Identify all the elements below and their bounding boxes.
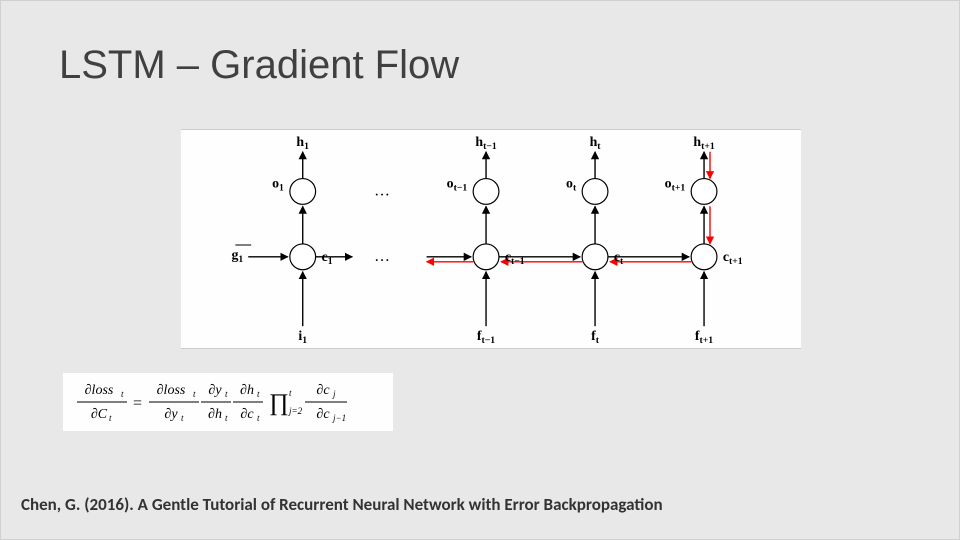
lstm-gradient-diagram: g1 h1 o1 c1 i1 ht−1 ot−1 ct−1 ft−1 ht ot ct ft ht+1 ot… xyxy=(181,129,801,349)
svg-text:ht+1: ht+1 xyxy=(693,135,714,152)
svg-text:t: t xyxy=(109,413,112,423)
svg-text:ct+1: ct+1 xyxy=(723,250,743,267)
svg-text:h1: h1 xyxy=(296,135,309,152)
svg-text:∂c: ∂c xyxy=(240,407,254,422)
svg-text:ht: ht xyxy=(590,135,602,152)
svg-text:∂h: ∂h xyxy=(240,383,254,398)
svg-text:…: … xyxy=(374,248,390,265)
svg-text:∂C: ∂C xyxy=(91,407,108,422)
gradient-equation: ∂losst∂Ct=∂losst∂yt∂yt∂ht∂ht∂ct∏j=2t∂cj∂… xyxy=(63,373,393,431)
svg-text:∂c: ∂c xyxy=(316,383,330,398)
svg-text:t: t xyxy=(121,389,124,399)
svg-text:∂h: ∂h xyxy=(208,407,222,422)
svg-text:∂loss: ∂loss xyxy=(85,383,114,398)
svg-text:ct: ct xyxy=(614,250,624,267)
diagram-svg: g1 h1 o1 c1 i1 ht−1 ot−1 ct−1 ft−1 ht ot ct ft ht+1 ot… xyxy=(181,130,801,348)
svg-text:ot+1: ot+1 xyxy=(665,176,686,193)
svg-text:ot−1: ot−1 xyxy=(447,176,468,193)
svg-text:ft+1: ft+1 xyxy=(695,329,713,346)
citation-text: Chen, G. (2016). A Gentle Tutorial of Re… xyxy=(21,494,663,515)
svg-text:t: t xyxy=(225,413,228,423)
svg-text:=: = xyxy=(133,395,142,412)
svg-text:t: t xyxy=(289,388,292,398)
equation-svg: ∂losst∂Ct=∂losst∂yt∂yt∂ht∂ht∂ct∏j=2t∂cj∂… xyxy=(73,378,383,426)
svg-text:∂y: ∂y xyxy=(208,383,222,398)
svg-text:t: t xyxy=(225,389,228,399)
svg-text:ct−1: ct−1 xyxy=(505,250,525,267)
svg-text:g1: g1 xyxy=(231,248,243,265)
svg-text:c1: c1 xyxy=(322,250,333,267)
slide-title: LSTM – Gradient Flow xyxy=(59,43,459,88)
svg-text:…: … xyxy=(374,182,390,199)
svg-text:∂y: ∂y xyxy=(164,407,178,422)
svg-text:t: t xyxy=(257,413,260,423)
svg-text:t: t xyxy=(193,389,196,399)
svg-text:ht−1: ht−1 xyxy=(475,135,496,152)
svg-text:ft−1: ft−1 xyxy=(477,329,495,346)
svg-text:t: t xyxy=(257,389,260,399)
svg-text:∏: ∏ xyxy=(269,390,289,416)
svg-text:ft: ft xyxy=(591,329,600,346)
svg-text:j: j xyxy=(332,389,336,399)
svg-text:∂loss: ∂loss xyxy=(157,383,186,398)
svg-text:i1: i1 xyxy=(298,329,307,346)
svg-text:j=2: j=2 xyxy=(288,406,303,416)
svg-text:t: t xyxy=(181,413,184,423)
svg-text:ot: ot xyxy=(566,176,577,193)
svg-text:o1: o1 xyxy=(272,176,284,193)
svg-text:j−1: j−1 xyxy=(332,413,346,423)
svg-text:∂c: ∂c xyxy=(316,407,330,422)
